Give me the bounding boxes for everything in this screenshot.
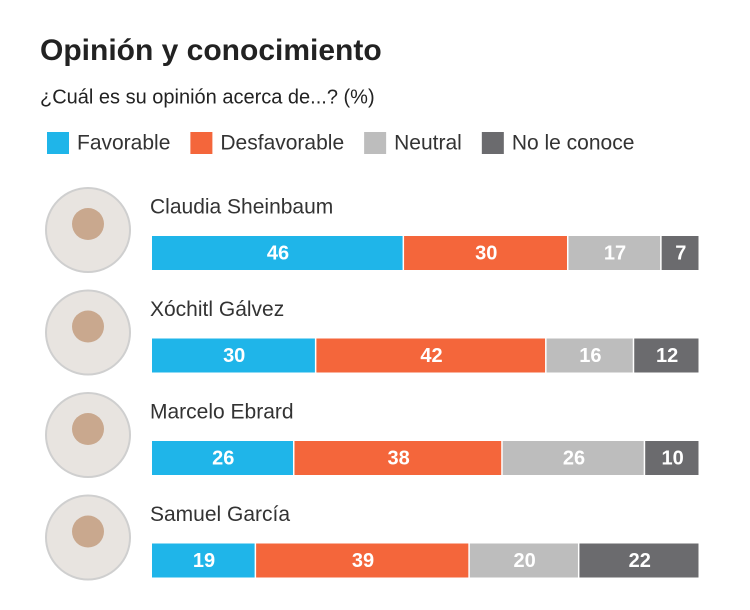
category-label: Claudia Sheinbaum <box>150 196 333 219</box>
photo-head <box>72 515 104 548</box>
bar-segment <box>469 543 578 578</box>
value-label: 20 <box>514 550 536 572</box>
chart-subtitle: ¿Cuál es su opinión acerca de...? (%) <box>40 86 375 108</box>
legend-label: Favorable <box>77 132 170 155</box>
value-label: 46 <box>267 242 289 264</box>
bar-segment <box>294 441 502 475</box>
bar-segment <box>546 338 633 373</box>
value-label: 17 <box>604 242 626 264</box>
chart-title: Opinión y conocimiento <box>40 34 382 67</box>
bar-segment <box>634 338 699 373</box>
bar-segment <box>404 236 567 270</box>
value-label: 30 <box>223 345 245 367</box>
value-label: 19 <box>193 550 215 572</box>
value-label: 22 <box>629 550 651 572</box>
bar-segment <box>256 543 469 578</box>
value-label: 10 <box>661 447 683 469</box>
legend-swatch <box>47 132 69 154</box>
bar-segment <box>152 236 403 270</box>
bar-segment <box>568 236 661 270</box>
category-label: Marcelo Ebrard <box>150 401 294 424</box>
value-label: 12 <box>656 345 678 367</box>
bar-segment <box>645 441 699 475</box>
value-label: 38 <box>387 447 409 469</box>
bar-segment <box>152 441 293 475</box>
bar-segment <box>661 236 699 270</box>
value-label: 30 <box>475 242 497 264</box>
value-label: 16 <box>579 345 601 367</box>
legend-swatch <box>364 132 387 154</box>
value-label: 7 <box>675 242 686 264</box>
bar-segment <box>579 543 699 578</box>
legend-swatch <box>481 132 504 154</box>
value-label: 26 <box>212 447 234 469</box>
legend-label: Desfavorable <box>220 132 344 155</box>
bar-segment <box>502 441 644 475</box>
value-label: 39 <box>352 550 374 572</box>
photo-head <box>72 413 104 445</box>
legend-swatch <box>190 132 213 154</box>
photo-head <box>72 310 104 343</box>
legend-label: Neutral <box>394 132 462 155</box>
category-label: Samuel García <box>150 503 290 526</box>
legend-label: No le conoce <box>512 132 635 155</box>
photo-head <box>72 208 104 240</box>
bar-segment <box>316 338 546 373</box>
bar-segment <box>152 543 255 578</box>
bar-segment <box>152 338 315 373</box>
value-label: 26 <box>563 447 585 469</box>
category-label: Xóchitl Gálvez <box>150 298 284 321</box>
value-label: 42 <box>420 345 442 367</box>
